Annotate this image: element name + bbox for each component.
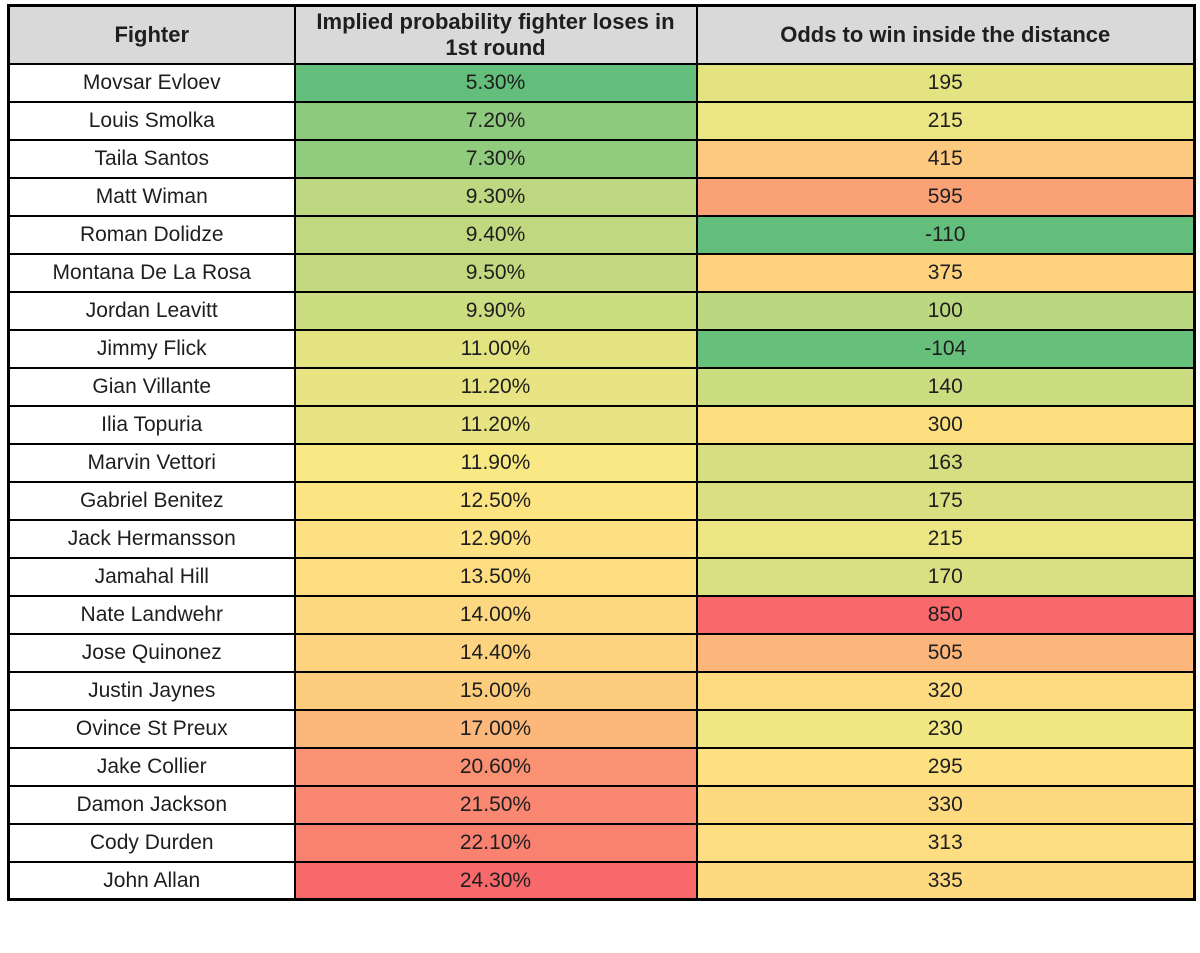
fighter-name-cell: Damon Jackson — [7, 784, 296, 825]
implied-probability-cell: 9.90% — [293, 290, 698, 331]
implied-probability-cell: 9.30% — [293, 176, 698, 217]
fighter-name-cell: Nate Landwehr — [7, 594, 296, 635]
table-row: Louis Smolka 7.20% 215 — [7, 100, 1196, 141]
table-row: Jose Quinonez 14.40% 505 — [7, 632, 1196, 673]
fighter-name-cell: Movsar Evloev — [7, 62, 296, 103]
table-row: Marvin Vettori 11.90% 163 — [7, 442, 1196, 483]
table-row: Cody Durden 22.10% 313 — [7, 822, 1196, 863]
fighter-name-cell: Jamahal Hill — [7, 556, 296, 597]
table-row: Roman Dolidze 9.40% -110 — [7, 214, 1196, 255]
implied-probability-cell: 11.90% — [293, 442, 698, 483]
table-row: Movsar Evloev 5.30% 195 — [7, 62, 1196, 103]
fighter-name-cell: John Allan — [7, 860, 296, 901]
implied-probability-cell: 9.40% — [293, 214, 698, 255]
fighter-name-cell: Cody Durden — [7, 822, 296, 863]
table-row: Nate Landwehr 14.00% 850 — [7, 594, 1196, 635]
odds-cell: 215 — [695, 100, 1196, 141]
table-row: Jake Collier 20.60% 295 — [7, 746, 1196, 787]
implied-probability-cell: 11.20% — [293, 366, 698, 407]
implied-probability-cell: 11.00% — [293, 328, 698, 369]
table-row: Justin Jaynes 15.00% 320 — [7, 670, 1196, 711]
odds-cell: 170 — [695, 556, 1196, 597]
fighter-name-cell: Taila Santos — [7, 138, 296, 179]
odds-cell: 140 — [695, 366, 1196, 407]
implied-probability-cell: 9.50% — [293, 252, 698, 293]
odds-cell: 850 — [695, 594, 1196, 635]
table-row: Ilia Topuria 11.20% 300 — [7, 404, 1196, 445]
fighter-name-cell: Justin Jaynes — [7, 670, 296, 711]
odds-cell: 175 — [695, 480, 1196, 521]
implied-probability-cell: 12.50% — [293, 480, 698, 521]
implied-probability-cell: 11.20% — [293, 404, 698, 445]
odds-cell: -110 — [695, 214, 1196, 255]
odds-cell: 295 — [695, 746, 1196, 787]
implied-probability-cell: 5.30% — [293, 62, 698, 103]
table-row: Montana De La Rosa 9.50% 375 — [7, 252, 1196, 293]
implied-probability-cell: 20.60% — [293, 746, 698, 787]
fighter-name-cell: Louis Smolka — [7, 100, 296, 141]
implied-probability-cell: 14.00% — [293, 594, 698, 635]
implied-probability-cell: 7.20% — [293, 100, 698, 141]
fighter-name-cell: Jake Collier — [7, 746, 296, 787]
table-body: Movsar Evloev 5.30% 195 Louis Smolka 7.20% 21… — [7, 62, 1196, 901]
fighter-name-cell: Roman Dolidze — [7, 214, 296, 255]
table-row: John Allan 24.30% 335 — [7, 860, 1196, 901]
fighter-name-cell: Jimmy Flick — [7, 328, 296, 369]
odds-cell: 215 — [695, 518, 1196, 559]
implied-probability-cell: 22.10% — [293, 822, 698, 863]
table-row: Jamahal Hill 13.50% 170 — [7, 556, 1196, 597]
odds-cell: 330 — [695, 784, 1196, 825]
column-header-fighter: Fighter — [7, 4, 296, 65]
column-header-odds-inside-distance: Odds to win inside the distance — [695, 4, 1196, 65]
table-row: Jack Hermansson 12.90% 215 — [7, 518, 1196, 559]
odds-cell: 313 — [695, 822, 1196, 863]
odds-cell: 100 — [695, 290, 1196, 331]
implied-probability-cell: 21.50% — [293, 784, 698, 825]
odds-cell: 230 — [695, 708, 1196, 749]
header-row: Fighter Implied probability fighter lose… — [7, 4, 1196, 65]
fighter-name-cell: Marvin Vettori — [7, 442, 296, 483]
implied-probability-cell: 13.50% — [293, 556, 698, 597]
odds-cell: 195 — [695, 62, 1196, 103]
table-row: Jordan Leavitt 9.90% 100 — [7, 290, 1196, 331]
implied-probability-cell: 12.90% — [293, 518, 698, 559]
odds-cell: 415 — [695, 138, 1196, 179]
fighter-name-cell: Gabriel Benitez — [7, 480, 296, 521]
table-row: Gabriel Benitez 12.50% 175 — [7, 480, 1196, 521]
odds-cell: -104 — [695, 328, 1196, 369]
odds-cell: 595 — [695, 176, 1196, 217]
odds-cell: 505 — [695, 632, 1196, 673]
implied-probability-cell: 15.00% — [293, 670, 698, 711]
table-row: Matt Wiman 9.30% 595 — [7, 176, 1196, 217]
table-row: Taila Santos 7.30% 415 — [7, 138, 1196, 179]
implied-probability-cell: 7.30% — [293, 138, 698, 179]
implied-probability-cell: 24.30% — [293, 860, 698, 901]
implied-probability-cell: 14.40% — [293, 632, 698, 673]
odds-cell: 320 — [695, 670, 1196, 711]
fighter-name-cell: Jack Hermansson — [7, 518, 296, 559]
implied-probability-cell: 17.00% — [293, 708, 698, 749]
fighter-name-cell: Matt Wiman — [7, 176, 296, 217]
column-header-implied-probability: Implied probability fighter loses in 1st… — [293, 4, 698, 65]
fighter-name-cell: Ovince St Preux — [7, 708, 296, 749]
odds-cell: 375 — [695, 252, 1196, 293]
table-row: Ovince St Preux 17.00% 230 — [7, 708, 1196, 749]
table-row: Damon Jackson 21.50% 330 — [7, 784, 1196, 825]
odds-cell: 163 — [695, 442, 1196, 483]
fighter-odds-table: Fighter Implied probability fighter lose… — [7, 4, 1196, 902]
fighter-name-cell: Montana De La Rosa — [7, 252, 296, 293]
odds-cell: 335 — [695, 860, 1196, 901]
fighter-name-cell: Jordan Leavitt — [7, 290, 296, 331]
fighter-name-cell: Jose Quinonez — [7, 632, 296, 673]
table-row: Jimmy Flick 11.00% -104 — [7, 328, 1196, 369]
table-header: Fighter Implied probability fighter lose… — [7, 4, 1196, 65]
table-row: Gian Villante 11.20% 140 — [7, 366, 1196, 407]
fighter-name-cell: Gian Villante — [7, 366, 296, 407]
fighter-name-cell: Ilia Topuria — [7, 404, 296, 445]
odds-cell: 300 — [695, 404, 1196, 445]
